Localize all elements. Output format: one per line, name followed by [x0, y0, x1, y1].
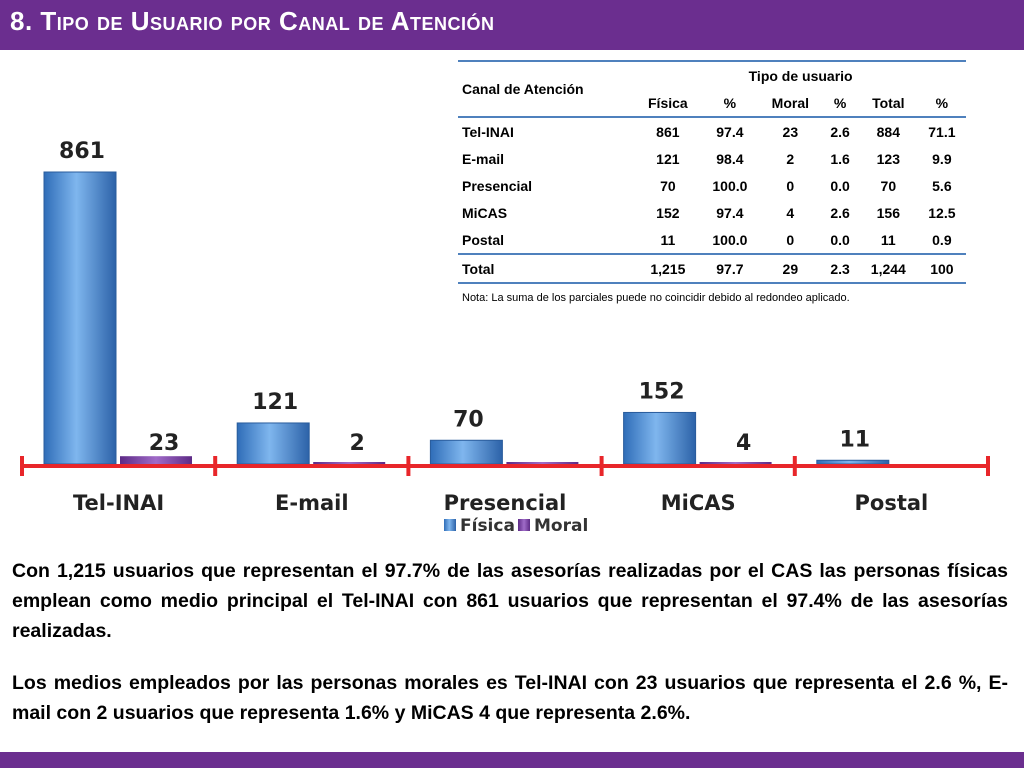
page-title: 8. Tipo de Usuario por Canal de Atención	[10, 6, 495, 36]
category-label: MiCAS	[661, 491, 736, 515]
table-row: Postal 11 100.0 0 0.0 11 0.9	[458, 226, 966, 254]
table-cell: 1,215	[635, 253, 701, 284]
body-text: Con 1,215 usuarios que representan el 97…	[12, 556, 1008, 750]
table-subheader: Física	[635, 89, 701, 118]
bar-fisica	[623, 411, 697, 465]
table-cell: 70	[660, 177, 676, 194]
table-cell: 12.5	[928, 204, 956, 221]
table-row-label: E-mail	[462, 150, 505, 167]
table-cell: 861	[656, 123, 680, 140]
table-cell: 2.3	[821, 253, 859, 284]
table-cell: 100.0	[712, 177, 748, 194]
table-cell: 1,244	[858, 253, 918, 284]
table-cell: 11	[880, 231, 896, 248]
bar-chart: 86123Tel-INAI1212E-mail70Presencial1524M…	[20, 139, 990, 536]
table-cell: 71.1	[928, 123, 956, 140]
data-label-moral: 23	[149, 431, 180, 456]
bar-moral	[699, 462, 772, 464]
category-label: Postal	[855, 491, 929, 515]
bar-fisica	[43, 171, 117, 465]
table-row-label: Total	[458, 253, 636, 284]
legend-swatch-fisica	[444, 519, 456, 531]
legend-label: Moral	[534, 516, 588, 536]
table-cell: 100.0	[712, 231, 748, 248]
table-row-label: Presencial	[462, 177, 533, 194]
legend-swatch-moral	[518, 519, 530, 531]
table-cell: 2.6	[830, 204, 850, 221]
table-subheader: %	[917, 89, 966, 118]
bottom-bar	[0, 752, 1024, 768]
data-label-moral: 4	[736, 431, 751, 456]
bar-moral	[120, 456, 192, 464]
table-row: Presencial 70 100.0 0 0.0 70 5.6	[458, 172, 966, 199]
labels-layer: 861 23 Tel-INAI 121 2 E-mail 70 Presencial 152 4 M…	[59, 139, 928, 515]
chart-legend: Física Moral	[444, 516, 588, 536]
bar-moral	[313, 462, 386, 464]
legend-label: Física	[460, 516, 515, 536]
table-cell: 97.7	[700, 253, 760, 284]
table-cell: 98.4	[716, 150, 744, 167]
data-label-fisica: 11	[839, 427, 870, 452]
axis-ticks	[20, 456, 990, 476]
table-cell: 29	[759, 253, 822, 284]
data-label-fisica: 121	[252, 390, 298, 415]
table-cell: 0	[786, 231, 795, 248]
table-cell: 152	[656, 204, 680, 221]
table-subheader: %	[700, 89, 760, 118]
table-group-header: Tipo de usuario	[635, 60, 966, 89]
table-subheader: Moral	[759, 89, 822, 118]
table-row: E-mail 121 98.4 2 1.6 123 9.9	[458, 145, 966, 172]
table-cell: 123	[876, 150, 900, 167]
category-label: Tel-INAI	[73, 491, 164, 515]
table-cell: 0.9	[932, 231, 952, 248]
bar-fisica	[816, 459, 890, 465]
bar-fisica	[429, 439, 503, 465]
data-table: Canal de Atención Tipo de usuario Física…	[458, 60, 966, 284]
data-label-fisica: 70	[453, 407, 484, 432]
table-cell: 121	[656, 150, 680, 167]
table-cell: 0.0	[830, 231, 850, 248]
table-cell: 156	[876, 204, 900, 221]
table-body: Tel-INAI 861 97.4 23 2.6 884 71.1 E-mail 121 98.4…	[458, 117, 966, 284]
bar-moral	[506, 462, 579, 464]
body-paragraph-2: Los medios empleados por las personas mo…	[12, 672, 1008, 724]
table-row-label: MiCAS	[462, 204, 508, 221]
table-cell: 2	[786, 150, 795, 167]
table-row-label: Tel-INAI	[462, 123, 514, 140]
table-cell: 1.6	[830, 150, 850, 167]
table-cell: 100	[917, 253, 966, 284]
table-cell: 0.0	[830, 177, 850, 194]
table-cell: 70	[880, 177, 897, 194]
table-corner-header: Canal de Atención	[458, 60, 636, 118]
table-cell: 97.4	[716, 204, 744, 221]
body-paragraph-1: Con 1,215 usuarios que representan el 97…	[12, 560, 1008, 642]
category-label: Presencial	[444, 491, 567, 515]
data-label-fisica: 152	[639, 379, 685, 404]
table-row-label: Postal	[462, 231, 505, 248]
category-label: E-mail	[275, 491, 349, 515]
table-cell: 9.9	[932, 150, 952, 167]
data-label-moral: 2	[350, 431, 365, 456]
table-cell: 884	[876, 123, 900, 140]
table-cell: 4	[786, 204, 795, 221]
data-label-fisica: 861	[59, 139, 105, 164]
bar-fisica	[236, 422, 310, 465]
table-cell: 0	[786, 177, 795, 194]
table-row: MiCAS 152 97.4 4 2.6 156 12.5	[458, 199, 966, 226]
table-row: Tel-INAI 861 97.4 23 2.6 884 71.1	[458, 117, 966, 145]
table-cell: 2.6	[830, 123, 850, 140]
table-total-row: Total 1,215 97.7 29 2.3 1,244 100	[458, 253, 966, 284]
table-cell: 97.4	[716, 123, 744, 140]
table-subheader: Total	[858, 89, 918, 118]
table-note: Nota: La suma de los parciales puede no …	[462, 292, 850, 304]
table-cell: 11	[660, 231, 676, 248]
table-subheader: %	[821, 89, 859, 118]
title-bar: 8. Tipo de Usuario por Canal de Atención	[0, 0, 1024, 50]
table-cell: 23	[782, 123, 799, 140]
table-cell: 5.6	[932, 177, 952, 194]
